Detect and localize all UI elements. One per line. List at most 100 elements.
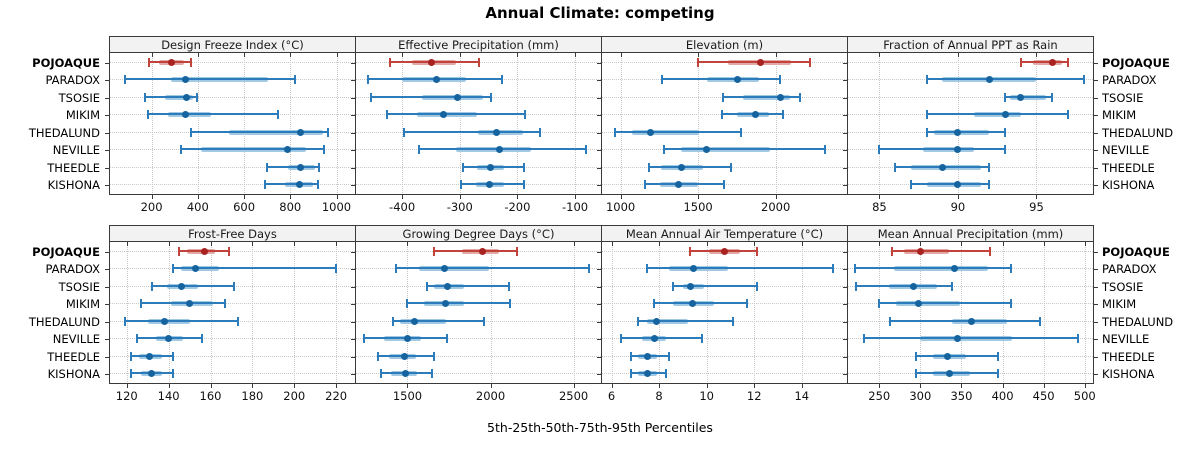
x-axis-tick-bottom	[920, 384, 922, 388]
whisker-cap-5th	[721, 110, 724, 119]
x-axis-tick-top	[961, 242, 963, 246]
x-axis-tick-top	[252, 242, 254, 246]
whisker-cap-95th	[1004, 128, 1007, 137]
percentile-range-5-95	[370, 96, 491, 98]
row-tick-right	[1094, 63, 1098, 64]
row-tick-left	[351, 80, 355, 81]
x-axis-tick-bottom	[517, 195, 519, 199]
x-axis-tick-bottom	[620, 195, 622, 199]
whisker-cap-95th	[798, 93, 801, 102]
x-gridline	[659, 242, 661, 382]
row-tick-left	[105, 133, 109, 134]
row-gridline	[356, 356, 601, 357]
median-dot	[181, 75, 189, 83]
whisker-cap-95th	[997, 369, 1000, 378]
whisker-cap-5th	[863, 334, 866, 343]
row-tick-left	[351, 252, 355, 253]
x-axis-tick-top	[210, 242, 212, 246]
whisker-cap-95th	[1066, 110, 1069, 119]
x-axis-tick-bottom	[1084, 384, 1086, 388]
whisker-cap-95th	[189, 58, 192, 67]
percentile-range-5-95	[879, 148, 1006, 150]
whisker-cap-95th	[538, 128, 541, 137]
whisker-cap-95th	[171, 352, 174, 361]
whisker-cap-95th	[988, 163, 991, 172]
x-tick-label: 6	[607, 389, 616, 403]
percentile-range-5-95	[395, 267, 589, 269]
row-tick-right	[1094, 269, 1098, 270]
row-gridline	[110, 251, 355, 252]
panel-frost-free-days	[109, 242, 356, 384]
x-gridline	[490, 242, 492, 382]
x-tick-label: 10	[699, 389, 714, 403]
row-tick-left	[105, 374, 109, 375]
row-gridline	[110, 303, 355, 304]
median-dot	[954, 180, 962, 188]
row-tick-left	[843, 252, 847, 253]
site-label-neville: NEVILLE	[1102, 332, 1150, 346]
whisker-cap-95th	[524, 110, 527, 119]
x-axis-tick-top	[244, 53, 246, 57]
median-dot	[428, 58, 436, 66]
x-tick-label: 2500	[558, 389, 589, 403]
x-gridline	[459, 53, 461, 193]
x-gridline	[1043, 242, 1045, 382]
median-dot	[284, 145, 291, 153]
site-label-neville: NEVILLE	[52, 332, 100, 346]
row-tick-left	[597, 322, 601, 323]
whisker-cap-5th	[672, 282, 675, 291]
row-tick-left	[843, 98, 847, 99]
whisker-cap-95th	[1009, 264, 1012, 273]
whisker-cap-5th	[426, 282, 429, 291]
site-label-thedalund: THEDALUND	[28, 315, 100, 329]
site-label-theedle: THEEDLE	[47, 161, 100, 175]
x-axis-tick-bottom	[336, 384, 338, 388]
row-tick-left	[351, 322, 355, 323]
whisker-cap-95th	[196, 93, 199, 102]
whisker-cap-5th	[878, 299, 881, 308]
row-tick-left	[843, 63, 847, 64]
x-axis-tick-top	[620, 53, 622, 57]
row-tick-left	[351, 168, 355, 169]
row-tick-left	[105, 185, 109, 186]
x-axis-tick-bottom	[336, 195, 338, 199]
percentile-range-5-95	[891, 250, 991, 252]
whisker-cap-95th	[507, 282, 510, 291]
whisker-cap-5th	[646, 264, 649, 273]
x-gridline	[517, 53, 519, 193]
median-dot	[954, 145, 962, 153]
site-label-kishona: KISHONA	[47, 367, 100, 381]
row-tick-left	[843, 150, 847, 151]
median-dot	[192, 264, 200, 272]
whisker-cap-5th	[363, 334, 366, 343]
x-axis-tick-top	[151, 53, 153, 57]
row-tick-left	[597, 304, 601, 305]
whisker-cap-5th	[1004, 93, 1007, 102]
whisker-cap-5th	[925, 128, 928, 137]
percentile-range-5-95	[854, 267, 1011, 269]
x-axis-tick-top	[775, 53, 777, 57]
row-tick-right	[1094, 252, 1098, 253]
x-gridline	[1002, 242, 1004, 382]
median-dot	[690, 264, 698, 272]
row-tick-right	[1094, 168, 1098, 169]
percentile-range-5-95	[267, 166, 320, 168]
site-label-pojoaque: POJOAQUE	[32, 56, 100, 70]
whisker-cap-95th	[950, 282, 953, 291]
whisker-cap-5th	[376, 352, 379, 361]
whisker-cap-5th	[909, 180, 912, 189]
whisker-cap-5th	[915, 352, 918, 361]
median-dot	[148, 369, 156, 377]
x-axis-tick-top	[294, 242, 296, 246]
x-axis-tick-bottom	[151, 195, 153, 199]
median-dot	[677, 163, 685, 171]
x-gridline	[290, 53, 292, 193]
site-label-theedle: THEEDLE	[1102, 350, 1155, 364]
x-axis-tick-bottom	[490, 384, 492, 388]
x-gridline	[1084, 242, 1086, 382]
row-tick-left	[597, 269, 601, 270]
x-gridline	[151, 53, 153, 193]
row-tick-right	[1094, 287, 1098, 288]
percentile-range-5-95	[621, 337, 702, 339]
x-tick-label: 450	[1032, 389, 1055, 403]
